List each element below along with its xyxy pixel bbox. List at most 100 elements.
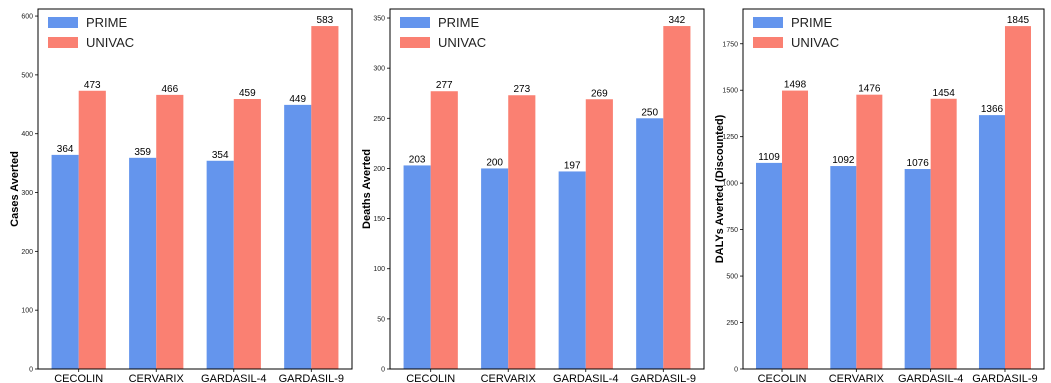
y-axis-label: DALYs Averted (Discounted) <box>714 114 726 263</box>
y-tick-label: 250 <box>726 320 738 327</box>
value-label-univac-cecolin: 277 <box>436 80 453 91</box>
value-label-prime-cervarix: 359 <box>134 147 151 158</box>
legend-label-univac: UNIVAC <box>86 35 134 50</box>
y-tick-label: 1500 <box>722 88 738 95</box>
value-label-prime-gardasil-4: 354 <box>212 150 229 161</box>
bar-univac-gardasil-9 <box>1004 26 1031 369</box>
bar-univac-cecolin <box>782 90 809 369</box>
bar-prime-cecolin <box>51 154 79 369</box>
value-label-prime-gardasil-4: 1076 <box>907 158 930 169</box>
x-tick-label-cervarix: CERVARIX <box>129 373 185 383</box>
x-tick-label-cecolin: CECOLIN <box>406 373 455 383</box>
y-axis-label: Deaths Averted <box>361 149 373 229</box>
value-label-prime-gardasil-9: 1366 <box>981 104 1004 115</box>
axes-frame <box>742 8 1045 370</box>
y-tick-label: 400 <box>21 131 33 138</box>
bar-univac-gardasil-4 <box>930 98 957 370</box>
x-tick-label-gardasil-9: GARDASIL-9 <box>972 373 1037 383</box>
bar-prime-gardasil-9 <box>284 104 312 369</box>
bar-univac-gardasil-4 <box>585 99 613 369</box>
value-label-prime-gardasil-9: 449 <box>289 94 306 105</box>
y-tick-label: 0 <box>734 367 738 374</box>
y-tick-label: 100 <box>21 308 33 315</box>
y-tick-label: 0 <box>29 367 33 374</box>
y-tick-label: 1250 <box>722 134 738 141</box>
value-label-prime-cervarix: 200 <box>486 157 503 168</box>
legend-label-prime: PRIME <box>791 15 833 30</box>
y-tick-label: 350 <box>373 16 385 23</box>
value-label-prime-cecolin: 1109 <box>758 152 780 163</box>
bar-univac-cervarix <box>156 94 184 369</box>
value-label-univac-cecolin: 473 <box>84 80 101 91</box>
y-tick-label: 1750 <box>722 41 738 48</box>
y-tick-label: 300 <box>21 190 33 197</box>
bar-univac-gardasil-4 <box>233 99 261 369</box>
x-tick-label-gardasil-4: GARDASIL-4 <box>201 373 266 383</box>
panel-deaths-averted: 203 200 197 250 277 273 269 342 0 50 100 150 200 250 3… <box>361 8 705 383</box>
value-label-univac-cervarix: 273 <box>513 84 530 95</box>
y-tick-label: 600 <box>21 14 33 21</box>
bar-prime-cervarix <box>481 168 509 369</box>
legend-swatch-univac <box>753 37 783 48</box>
legend-label-univac: UNIVAC <box>438 35 486 50</box>
bar-univac-gardasil-9 <box>311 26 339 370</box>
axes-frame <box>389 8 705 370</box>
legend-label-prime: PRIME <box>438 15 480 30</box>
bar-prime-cecolin <box>756 162 783 369</box>
panel-cases-averted: 364 359 354 449 473 466 459 583 0 100 200 300 400 500… <box>9 8 353 383</box>
bar-prime-cervarix <box>129 157 157 369</box>
bar-univac-gardasil-9 <box>663 26 691 370</box>
bar-prime-gardasil-4 <box>904 169 931 369</box>
x-tick-label-cecolin: CECOLIN <box>54 373 103 383</box>
bar-prime-cervarix <box>830 166 857 369</box>
legend-swatch-univac <box>400 37 430 48</box>
x-tick-label-gardasil-9: GARDASIL-9 <box>279 373 344 383</box>
x-tick-label-cervarix: CERVARIX <box>829 373 885 383</box>
y-tick-label: 500 <box>21 72 33 79</box>
panel-dalys-averted: 1109 1092 1076 1366 1498 1476 1454 1845 0 250 500 7… <box>714 8 1045 383</box>
value-label-univac-gardasil-4: 269 <box>591 88 608 99</box>
value-label-univac-cervarix: 466 <box>161 84 178 95</box>
y-axis-label: Cases Averted <box>9 151 21 227</box>
legend-label-univac: UNIVAC <box>791 35 839 50</box>
y-tick-label: 100 <box>373 266 385 273</box>
value-label-univac-gardasil-9: 1845 <box>1007 15 1030 26</box>
bar-univac-cecolin <box>78 90 106 369</box>
bar-prime-cecolin <box>403 165 431 369</box>
value-label-prime-cecolin: 203 <box>409 154 426 165</box>
bar-univac-cecolin <box>430 91 458 369</box>
value-label-univac-gardasil-4: 1454 <box>933 88 956 99</box>
legend-swatch-prime <box>753 17 783 28</box>
bar-prime-gardasil-9 <box>636 118 664 369</box>
y-tick-label: 750 <box>726 227 738 234</box>
value-label-univac-cervarix: 1476 <box>858 84 881 95</box>
x-tick-label-gardasil-4: GARDASIL-4 <box>898 373 963 383</box>
bar-univac-cervarix <box>856 94 883 370</box>
y-tick-label: 300 <box>373 66 385 73</box>
legend-label-prime: PRIME <box>86 15 128 30</box>
y-tick-label: 0 <box>381 367 385 374</box>
y-tick-label: 1000 <box>722 181 738 188</box>
value-label-prime-cervarix: 1092 <box>832 155 855 166</box>
bar-prime-gardasil-9 <box>978 115 1005 370</box>
bar-prime-gardasil-4 <box>206 160 234 369</box>
bar-prime-gardasil-4 <box>558 171 586 369</box>
legend-swatch-prime <box>48 17 78 28</box>
y-tick-label: 200 <box>373 166 385 173</box>
x-tick-label-gardasil-9: GARDASIL-9 <box>631 373 696 383</box>
value-label-univac-cecolin: 1498 <box>784 80 807 91</box>
value-label-prime-cecolin: 364 <box>57 144 74 155</box>
y-tick-label: 150 <box>373 216 385 223</box>
value-label-prime-gardasil-4: 197 <box>564 160 581 171</box>
y-tick-label: 500 <box>726 274 738 281</box>
x-tick-label-gardasil-4: GARDASIL-4 <box>553 373 618 383</box>
y-tick-label: 200 <box>21 249 33 256</box>
value-label-univac-gardasil-9: 583 <box>317 15 334 26</box>
legend-swatch-univac <box>48 37 78 48</box>
x-tick-label-cecolin: CECOLIN <box>758 373 807 383</box>
y-tick-label: 50 <box>377 316 385 323</box>
legend-swatch-prime <box>400 17 430 28</box>
axes-frame <box>37 8 353 370</box>
x-tick-label-cervarix: CERVARIX <box>481 373 537 383</box>
